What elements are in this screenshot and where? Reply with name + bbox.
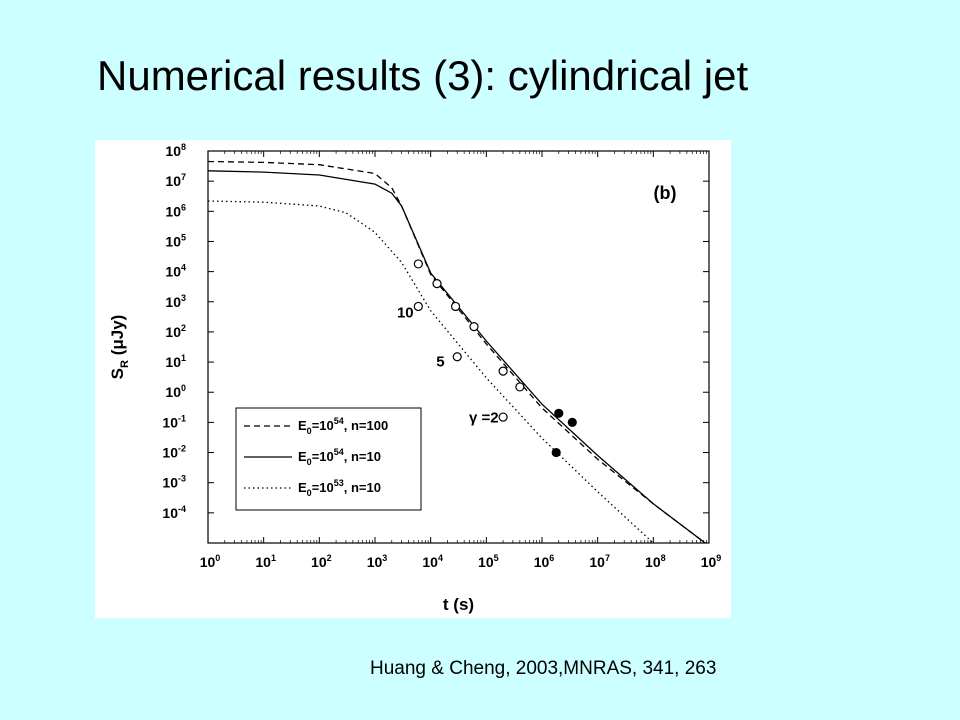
filled-marker [554,408,564,418]
gamma-annotation: γ =2 [469,409,499,426]
series-line-dashed [208,160,707,543]
x-tick-label: 103 [367,553,388,570]
x-tick-label: 101 [255,553,276,570]
open-marker [413,301,423,312]
x-tick-label: 107 [589,553,610,570]
y-tick-label: 102 [165,323,186,340]
open-marker [498,366,508,376]
x-tick-label: 100 [200,553,221,570]
chart-svg: 100 101 102 103 104 105 106 107 108 10910-410-310… [108,142,722,614]
x-tick-label: 104 [422,553,443,570]
open-marker [432,279,442,289]
slide-title: Numerical results (3): cylindrical jet [97,52,749,99]
x-tick-label: 109 [701,553,722,570]
y-tick-label: 104 [165,263,186,280]
legend-entry: E0=1053, n=10 [298,478,381,498]
x-axis-label: t (s) [443,595,474,614]
legend-entry: E0=1054, n=100 [298,416,388,436]
x-tick-label: 108 [645,553,666,570]
legend-box [235,407,422,511]
legend-entry: E0=1054, n=10 [298,447,381,467]
x-tick-label: 106 [534,553,555,570]
y-tick-label: 108 [165,142,186,159]
open-marker [450,301,461,312]
gamma-annotation: 10 [397,305,414,322]
y-axis-label: SR (μJy) [108,315,131,380]
open-marker [515,382,525,392]
open-marker [452,352,462,362]
y-tick-label: 105 [165,232,186,249]
series-line-solid [208,170,707,543]
open-marker [498,412,508,422]
y-tick-label: 10-3 [162,474,186,491]
open-marker [469,322,479,332]
y-tick-label: 10-1 [162,413,186,430]
y-tick-label: 10-2 [162,444,186,461]
open-marker [413,259,423,269]
panel-label: (b) [654,183,677,203]
x-tick-label: 105 [478,553,499,570]
chart-figure: 100 101 102 103 104 105 106 107 108 109 10-4 10-3 10… [95,140,731,618]
y-tick-label: 107 [165,172,186,189]
plot-frame [207,150,710,544]
y-tick-label: 100 [165,383,186,400]
citation: Huang & Cheng, 2003,MNRAS, 341, 263 [370,658,717,679]
y-tick-label: 106 [165,202,186,219]
y-tick-label: 10-4 [162,504,186,521]
y-tick-label: 101 [165,353,186,370]
filled-marker [567,417,577,427]
y-tick-label: 103 [165,293,186,310]
gamma-annotation: 5 [436,354,444,371]
x-tick-label: 102 [311,553,332,570]
filled-marker [551,447,561,458]
